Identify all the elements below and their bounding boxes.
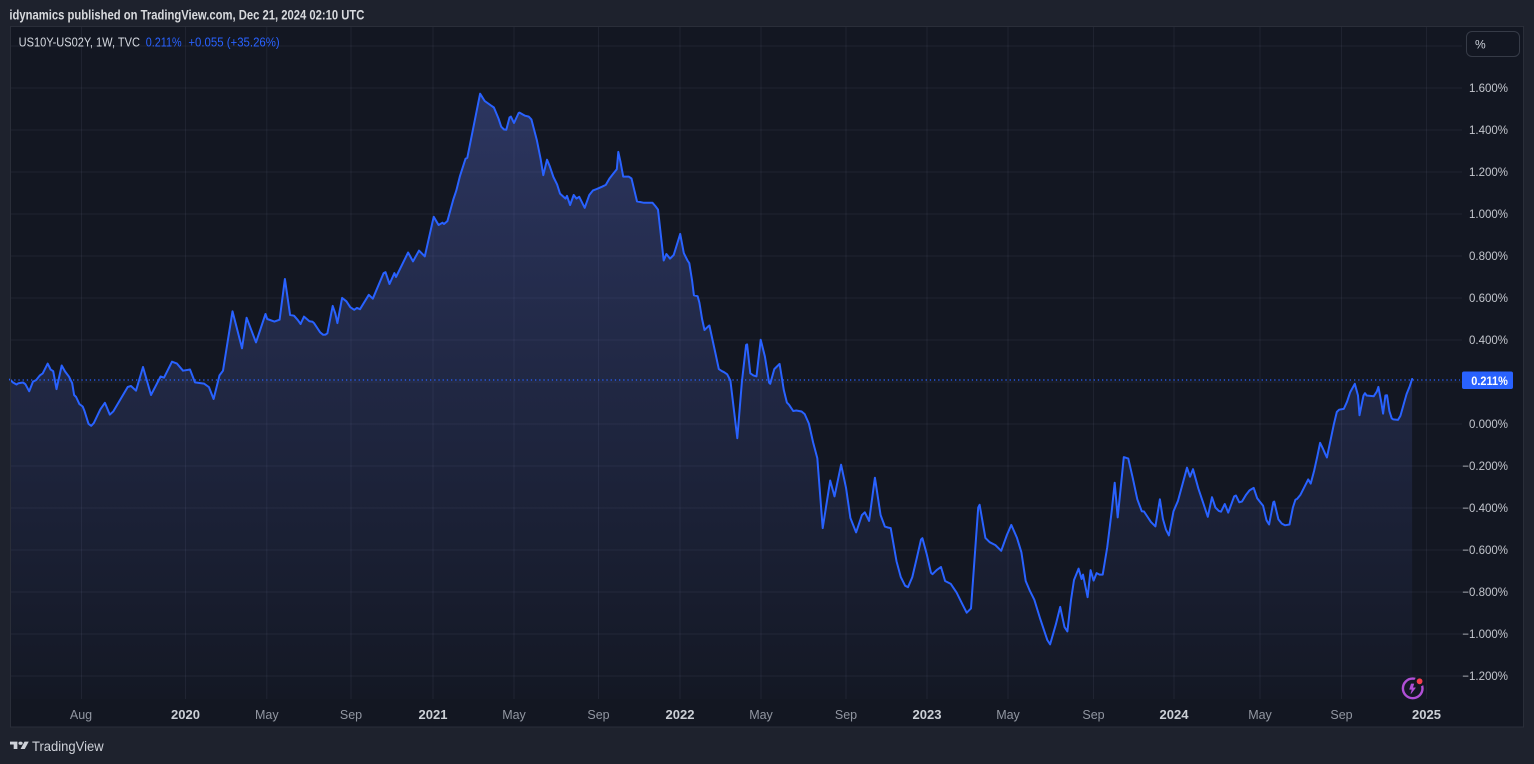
svg-text:2022: 2022 [666, 707, 695, 722]
svg-text:Sep: Sep [340, 708, 362, 722]
svg-text:0.211%: 0.211% [1471, 376, 1508, 388]
svg-text:2021: 2021 [419, 707, 448, 722]
svg-text:2025: 2025 [1412, 707, 1441, 722]
svg-text:Sep: Sep [835, 708, 857, 722]
svg-text:May: May [749, 708, 773, 722]
svg-text:Sep: Sep [1330, 708, 1352, 722]
svg-text:+0.055 (+35.26%): +0.055 (+35.26%) [188, 35, 279, 50]
svg-text:TradingView: TradingView [32, 739, 104, 754]
svg-text:−1.000%: −1.000% [1462, 629, 1508, 641]
svg-text:May: May [1248, 708, 1272, 722]
svg-text:Sep: Sep [1082, 708, 1104, 722]
svg-text:−0.400%: −0.400% [1462, 503, 1508, 515]
svg-text:0.400%: 0.400% [1469, 335, 1508, 347]
svg-text:0.800%: 0.800% [1469, 251, 1508, 263]
svg-text:May: May [502, 708, 526, 722]
svg-text:−1.200%: −1.200% [1462, 671, 1508, 683]
svg-text:0.211%: 0.211% [146, 35, 182, 50]
svg-text:1.000%: 1.000% [1469, 209, 1508, 221]
svg-text:US10Y-US02Y, 1W, TVC: US10Y-US02Y, 1W, TVC [19, 35, 140, 50]
svg-text:2020: 2020 [171, 707, 200, 722]
svg-text:1.600%: 1.600% [1469, 83, 1508, 95]
svg-text:Sep: Sep [587, 708, 609, 722]
svg-text:−0.800%: −0.800% [1462, 587, 1508, 599]
svg-text:May: May [255, 708, 279, 722]
svg-text:May: May [996, 708, 1020, 722]
svg-text:−0.600%: −0.600% [1462, 545, 1508, 557]
svg-text:0.000%: 0.000% [1469, 419, 1508, 431]
svg-text:%: % [1475, 38, 1486, 52]
svg-text:idynamics published on Trading: idynamics published on TradingView.com, … [9, 8, 364, 23]
svg-text:1.400%: 1.400% [1469, 125, 1508, 137]
svg-text:0.600%: 0.600% [1469, 293, 1508, 305]
svg-text:−0.200%: −0.200% [1462, 461, 1508, 473]
svg-text:Aug: Aug [70, 708, 92, 722]
svg-text:2024: 2024 [1160, 707, 1190, 722]
svg-text:1.200%: 1.200% [1469, 167, 1508, 179]
svg-text:2023: 2023 [913, 707, 942, 722]
